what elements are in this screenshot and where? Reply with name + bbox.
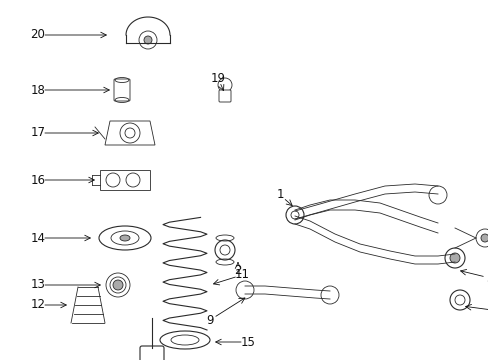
Text: 13: 13 — [30, 279, 45, 292]
FancyBboxPatch shape — [114, 79, 130, 101]
Text: 17: 17 — [30, 126, 45, 139]
Text: 9: 9 — [206, 314, 213, 327]
Text: 16: 16 — [30, 174, 45, 186]
Circle shape — [449, 253, 459, 263]
Text: 11: 11 — [234, 269, 249, 282]
Text: 18: 18 — [30, 84, 45, 96]
Text: 14: 14 — [30, 231, 45, 244]
Text: 2: 2 — [234, 264, 241, 276]
Text: 12: 12 — [30, 298, 45, 311]
Ellipse shape — [120, 235, 130, 241]
FancyBboxPatch shape — [219, 90, 230, 102]
Circle shape — [113, 280, 123, 290]
Circle shape — [480, 234, 488, 242]
Text: 15: 15 — [240, 336, 255, 348]
Text: 5: 5 — [486, 271, 488, 284]
Text: 20: 20 — [30, 28, 45, 41]
Text: 1: 1 — [276, 189, 283, 202]
FancyBboxPatch shape — [140, 346, 163, 360]
Text: 19: 19 — [210, 72, 225, 85]
Circle shape — [143, 36, 152, 44]
